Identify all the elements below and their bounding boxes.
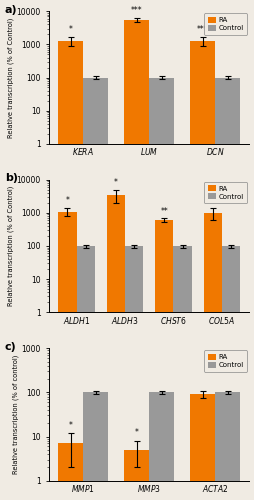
Bar (106, 195, 124, 500)
Bar (149, 392, 174, 500)
Bar (173, 246, 191, 500)
Text: **: ** (208, 196, 216, 205)
Text: *: * (65, 196, 69, 205)
Bar (83, 78, 108, 500)
Y-axis label: Relative transcription (% of Control): Relative transcription (% of Control) (7, 186, 14, 306)
Legend: RA, Control: RA, Control (203, 14, 246, 34)
Bar (83, 392, 108, 500)
Y-axis label: Relative transcription (% of Control): Relative transcription (% of Control) (7, 18, 14, 138)
Text: *: * (69, 25, 72, 34)
Bar (149, 78, 174, 500)
Text: b): b) (5, 173, 18, 183)
Bar (214, 78, 239, 500)
Text: c): c) (5, 342, 17, 351)
Bar (58, 444, 83, 500)
Text: *: * (69, 420, 72, 430)
Bar (58, 40, 83, 500)
Text: ***: *** (196, 25, 208, 34)
Text: **: ** (160, 207, 167, 216)
Y-axis label: Relative transcription (% of control): Relative transcription (% of control) (12, 355, 19, 474)
Bar (189, 40, 214, 500)
Legend: RA, Control: RA, Control (203, 182, 246, 203)
Text: ***: *** (130, 6, 142, 15)
Text: *: * (114, 178, 117, 187)
Bar (203, 213, 221, 500)
Bar (154, 220, 173, 500)
Bar (189, 394, 214, 500)
Bar (124, 450, 149, 500)
Bar (221, 246, 239, 500)
Text: *: * (134, 428, 138, 438)
Text: a): a) (5, 4, 18, 15)
Bar (214, 392, 239, 500)
Bar (124, 20, 149, 500)
Bar (124, 246, 143, 500)
Bar (76, 246, 94, 500)
Bar (58, 212, 76, 500)
Legend: RA, Control: RA, Control (203, 350, 246, 372)
